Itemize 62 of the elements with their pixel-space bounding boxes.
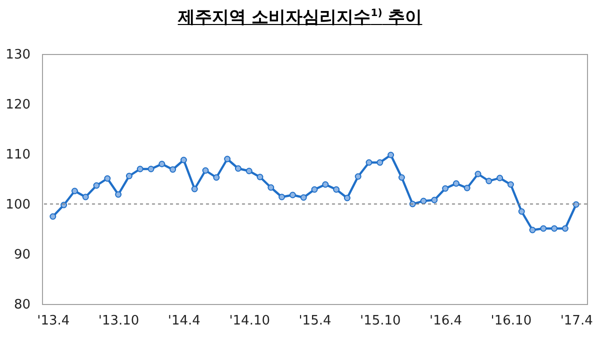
- point: [464, 184, 470, 192]
- point: [496, 174, 504, 182]
- point: [420, 198, 427, 204]
- point: [366, 159, 372, 166]
- point: [551, 225, 558, 232]
- x-tick-label: '15.4: [298, 314, 332, 328]
- point: [224, 156, 231, 162]
- point: [93, 182, 100, 189]
- x-tick-label: '16.4: [430, 314, 462, 328]
- point: [507, 181, 514, 188]
- point: [246, 168, 252, 174]
- x-tick-label: '13.10: [98, 314, 140, 328]
- point: [82, 194, 89, 200]
- x-tick-label: '14.4: [168, 314, 200, 328]
- x-tick-label: '13.4: [37, 314, 70, 328]
- point: [333, 186, 340, 193]
- point: [180, 156, 187, 164]
- point: [115, 191, 122, 198]
- point: [278, 194, 286, 200]
- point: [398, 174, 405, 181]
- point: [300, 194, 307, 201]
- point: [170, 166, 176, 173]
- y-tick-label: 90: [14, 248, 30, 262]
- point: [126, 172, 132, 180]
- y-tick-label: 120: [6, 98, 30, 112]
- point: [452, 180, 460, 187]
- x-tick-label: '14.10: [229, 314, 270, 328]
- point: [256, 174, 264, 180]
- point: [268, 184, 274, 191]
- point: [50, 213, 56, 220]
- point: [234, 165, 242, 172]
- point: [529, 226, 536, 234]
- point: [388, 152, 394, 158]
- point: [518, 208, 525, 215]
- point: [486, 178, 492, 184]
- y-tick-label: 100: [6, 198, 30, 212]
- point: [442, 185, 449, 192]
- y-tick-label: 130: [6, 48, 30, 62]
- point: [104, 175, 111, 182]
- y-tick-label: 110: [6, 148, 30, 162]
- chart-title: 제주지역 소비자심리지수$^{1)}$ 추이: [176, 6, 424, 30]
- point: [158, 160, 166, 168]
- point: [148, 166, 154, 172]
- x-tick-label: '16.10: [490, 314, 532, 328]
- point: [71, 188, 78, 194]
- point: [431, 196, 438, 204]
- point: [354, 173, 362, 180]
- point: [136, 166, 144, 172]
- x-tick-label: '17.4: [560, 314, 593, 328]
- point: [202, 167, 209, 174]
- point: [289, 192, 296, 198]
- point: [540, 225, 547, 232]
- point: [322, 181, 329, 188]
- point: [344, 194, 350, 202]
- point: [474, 170, 482, 178]
- point: [191, 186, 198, 192]
- x-tick-label: '15.10: [360, 314, 401, 328]
- point: [311, 186, 318, 193]
- point: [213, 174, 220, 181]
- point: [376, 159, 384, 166]
- y-tick-label: 80: [14, 298, 30, 312]
- point: [562, 225, 568, 232]
